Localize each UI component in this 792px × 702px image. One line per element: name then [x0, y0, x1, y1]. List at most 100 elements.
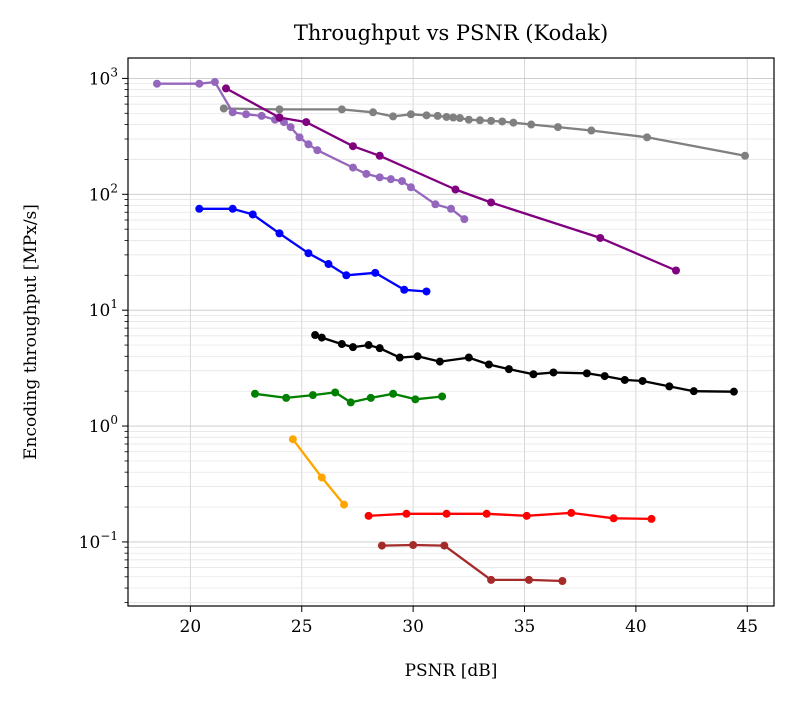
y-tick-label: 102 — [89, 181, 118, 205]
data-point — [386, 175, 395, 184]
data-point — [498, 117, 507, 126]
data-point — [587, 126, 596, 135]
data-point — [487, 575, 496, 584]
data-point — [665, 382, 674, 391]
data-point — [389, 389, 398, 398]
data-point — [302, 118, 311, 127]
x-axis-label: PSNR [dB] — [405, 661, 498, 681]
data-point — [228, 108, 237, 117]
series-1 — [219, 104, 750, 160]
data-point — [342, 271, 351, 280]
data-point — [337, 105, 346, 114]
plot-frame — [127, 57, 775, 607]
data-point — [435, 357, 444, 366]
data-point — [529, 370, 538, 379]
data-point — [422, 111, 431, 120]
data-point — [729, 387, 738, 396]
data-point — [375, 173, 384, 182]
y-tick-label: 101 — [89, 297, 118, 321]
data-point — [451, 185, 460, 194]
data-point — [643, 133, 652, 142]
data-point — [195, 79, 204, 88]
data-point — [464, 115, 473, 124]
data-point — [455, 114, 464, 123]
y-tick-label: 100 — [89, 413, 118, 437]
data-point — [524, 575, 533, 584]
data-point — [509, 118, 518, 127]
data-point — [340, 500, 349, 509]
data-point — [375, 344, 384, 353]
data-point — [431, 200, 440, 209]
data-point — [313, 146, 322, 155]
data-point — [324, 260, 333, 269]
data-point — [364, 341, 373, 350]
data-point — [317, 333, 326, 342]
data-point — [482, 509, 491, 518]
data-point — [337, 340, 346, 349]
data-point — [250, 389, 259, 398]
data-point — [487, 198, 496, 207]
data-point — [397, 177, 406, 186]
data-point — [558, 577, 567, 586]
data-point — [438, 392, 447, 401]
data-point — [609, 514, 618, 523]
data-point — [504, 365, 513, 374]
data-point — [582, 369, 591, 378]
chart-title: Throughput vs PSNR (Kodak) — [294, 21, 608, 45]
data-point — [402, 509, 411, 518]
series-line — [157, 80, 466, 221]
data-point — [366, 393, 375, 402]
series-line — [199, 207, 427, 293]
data-point — [257, 111, 266, 120]
data-point — [331, 388, 340, 397]
data-point — [275, 229, 284, 238]
series-6 — [250, 388, 447, 407]
data-point — [377, 541, 386, 550]
data-point — [433, 111, 442, 120]
data-point — [484, 360, 493, 369]
data-point — [282, 393, 291, 402]
grid — [128, 58, 774, 606]
data-point — [210, 78, 219, 87]
data-point — [308, 391, 317, 400]
data-point — [222, 84, 231, 93]
data-point — [549, 368, 558, 377]
data-point — [442, 112, 451, 121]
x-tick-label: 40 — [625, 617, 647, 637]
data-point — [671, 266, 680, 275]
series-line — [381, 543, 563, 583]
data-point — [460, 215, 469, 224]
data-point — [152, 79, 161, 88]
data-point — [406, 110, 415, 119]
data-point — [647, 514, 656, 523]
data-point — [600, 372, 609, 381]
data-point — [195, 204, 204, 213]
data-point — [219, 104, 228, 113]
data-point — [348, 343, 357, 352]
data-point — [317, 473, 326, 482]
data-point — [228, 204, 237, 213]
data-point — [553, 123, 562, 132]
data-point — [620, 375, 629, 384]
data-point — [346, 398, 355, 407]
data-point — [288, 435, 297, 444]
data-point — [527, 120, 536, 129]
data-point — [369, 108, 378, 117]
data-point — [411, 395, 420, 404]
data-point — [389, 112, 398, 121]
data-point — [406, 183, 415, 192]
data-point — [242, 110, 251, 119]
data-point — [395, 353, 404, 362]
data-point — [440, 541, 449, 550]
data-point — [400, 285, 409, 294]
data-point — [689, 387, 698, 396]
data-point — [449, 113, 458, 122]
series-3 — [222, 84, 680, 275]
data-point — [567, 508, 576, 517]
series-8 — [364, 508, 656, 523]
series-line — [368, 511, 652, 521]
data-point — [311, 331, 320, 340]
data-point — [364, 511, 373, 520]
data-point — [304, 140, 313, 149]
